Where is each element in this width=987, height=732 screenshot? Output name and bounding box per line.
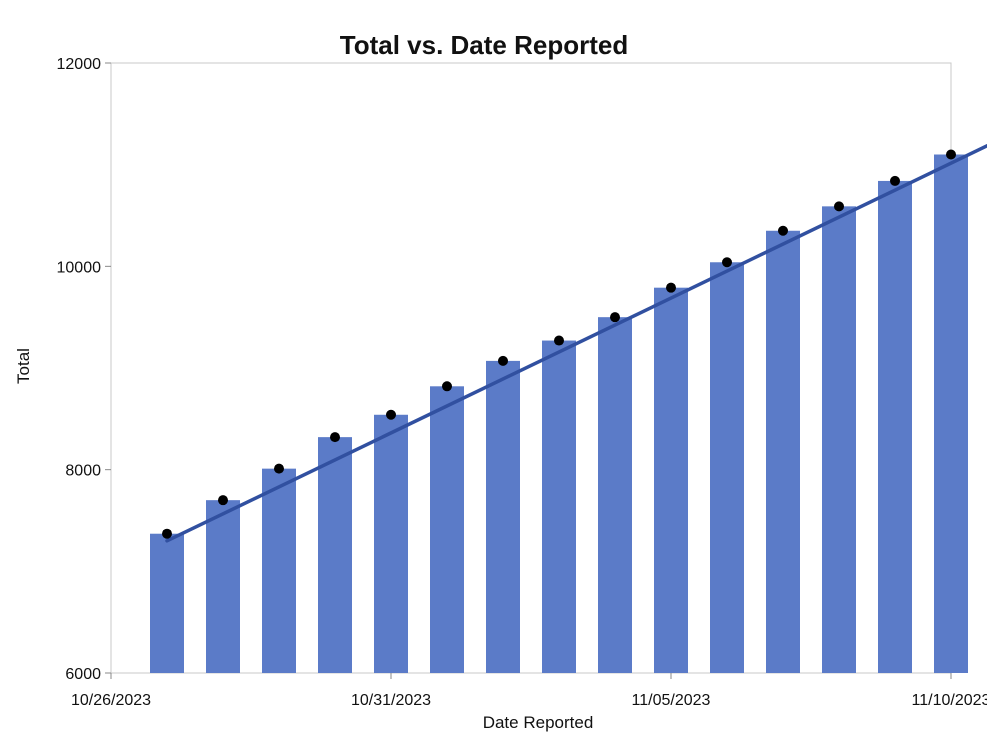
x-tick-label: 10/31/2023	[351, 692, 431, 709]
plot-frame	[110, 62, 952, 674]
data-point	[274, 463, 284, 474]
bar	[542, 340, 576, 673]
x-tick-label: 11/05/2023	[632, 692, 711, 709]
y-tick-label: 6000	[65, 666, 101, 683]
bar	[878, 180, 912, 673]
y-axis: 6000 8000 10000 12000	[57, 56, 111, 683]
bar	[430, 386, 464, 673]
data-point	[610, 312, 620, 323]
bar	[598, 317, 632, 673]
bar	[654, 287, 688, 673]
bar	[374, 414, 408, 673]
y-tick-label: 8000	[65, 463, 101, 480]
trend-line	[165, 143, 987, 543]
bar	[822, 206, 856, 673]
data-point	[218, 495, 228, 506]
y-tick-label: 12000	[57, 56, 102, 73]
bar	[486, 360, 520, 673]
bar	[318, 437, 352, 673]
bar	[934, 154, 968, 673]
x-tick-label: 10/26/2023	[71, 692, 151, 709]
data-point	[162, 528, 172, 539]
trend-line-group	[165, 143, 987, 543]
data-point	[330, 432, 340, 443]
x-axis: 10/26/2023 10/31/2023 11/05/2023 11/10/2023	[71, 673, 987, 709]
x-axis-title: Date Reported	[483, 713, 594, 732]
point-series	[162, 149, 956, 539]
y-tick-label: 10000	[57, 259, 102, 276]
data-point	[386, 409, 396, 420]
x-tick-label: 11/10/2023	[912, 692, 987, 709]
data-point	[778, 225, 788, 236]
data-point	[498, 355, 508, 366]
data-point	[666, 282, 676, 293]
data-point	[722, 257, 732, 268]
data-point	[442, 381, 452, 392]
bar	[262, 468, 296, 673]
data-point	[946, 149, 956, 160]
bar-series	[150, 154, 968, 673]
data-point	[834, 201, 844, 212]
bar	[206, 500, 240, 673]
bar	[766, 230, 800, 673]
y-axis-title: Total	[14, 348, 33, 384]
chart-title: Total vs. Date Reported	[340, 30, 628, 60]
data-point	[554, 335, 564, 346]
bar	[710, 262, 744, 673]
bar	[150, 533, 184, 673]
data-point	[890, 175, 900, 186]
